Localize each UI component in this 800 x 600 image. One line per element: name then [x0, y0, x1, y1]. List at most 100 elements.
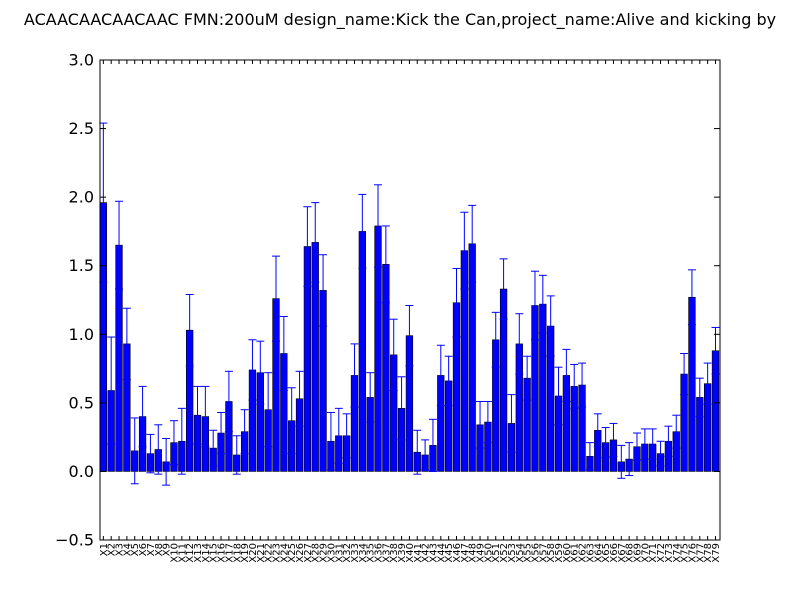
error-bar-X49: [476, 400, 485, 449]
y-tick-label: 2.0: [69, 188, 94, 207]
x-tick-label: X38: [389, 543, 400, 563]
plot-frame: [99, 59, 721, 541]
x-tick-label: X4: [122, 543, 133, 556]
error-bar-X52: [499, 258, 508, 320]
error-bar-X65: [601, 427, 610, 459]
bars-layer: [99, 202, 720, 472]
error-bar-X77: [695, 377, 704, 418]
x-tick-label: X37: [381, 543, 392, 563]
x-tick-label: X58: [546, 543, 557, 563]
y-tick-label: 3.0: [69, 51, 94, 70]
x-tick-label: X61: [570, 543, 581, 563]
error-bar-X36: [374, 184, 383, 268]
x-tick-label: X13: [193, 543, 204, 563]
x-tick-label: X74: [672, 543, 683, 563]
x-tick-label: X29: [319, 543, 330, 563]
error-bar-X26: [295, 370, 304, 427]
error-bar-X28: [311, 202, 320, 283]
error-bar-X31: [334, 407, 343, 464]
x-tick-label: X63: [585, 543, 596, 563]
x-tick-label: X75: [680, 543, 691, 563]
error-bar-X17: [224, 370, 233, 433]
x-tick-label: X48: [468, 543, 479, 563]
error-bar-X63: [585, 442, 594, 471]
x-tick-label: X35: [366, 543, 377, 563]
x-tick-label: X33: [350, 543, 361, 563]
error-bar-X20: [248, 339, 257, 401]
error-bar-X54: [515, 313, 524, 375]
x-tick-label: X2: [107, 543, 118, 556]
x-tick-label: X28: [311, 543, 322, 563]
error-bar-X10: [169, 420, 178, 466]
y-axis: −0.5 0.0 0.5 1.0 1.5 2.0 2.5 3.0: [55, 51, 720, 550]
error-bar-X70: [640, 428, 649, 460]
x-tick-label: X62: [578, 543, 589, 563]
y-tick-label: 1.5: [69, 256, 94, 275]
error-bar-X29: [319, 254, 328, 327]
x-tick-label: X19: [240, 543, 251, 563]
error-bar-X32: [342, 413, 351, 459]
error-bar-X75: [680, 352, 689, 396]
error-bar-X24: [279, 315, 288, 392]
error-bar-X73: [664, 425, 673, 457]
error-bar-X57: [538, 274, 547, 334]
x-tick-label: X11: [177, 543, 188, 563]
error-bar-X55: [523, 355, 532, 401]
error-bar-X69: [633, 432, 642, 461]
error-bar-X59: [554, 366, 563, 426]
x-tick-label: X66: [609, 543, 620, 563]
error-bar-X9: [162, 438, 171, 486]
error-bar-X64: [593, 413, 602, 448]
x-tick-label: X54: [515, 543, 526, 563]
x-tick-label: X49: [476, 543, 487, 563]
error-bar-X35: [366, 372, 375, 423]
x-tick-label: X18: [232, 543, 243, 563]
error-bar-X50: [483, 400, 492, 444]
error-bar-X3: [115, 200, 124, 290]
error-bar-X67: [617, 444, 626, 479]
error-bar-X76: [687, 269, 696, 326]
error-bar-X18: [232, 435, 241, 475]
x-tick-label: X42: [421, 543, 432, 563]
x-tick-label: X8: [154, 543, 165, 556]
x-tick-label: X45: [444, 543, 455, 563]
error-bar-X66: [609, 422, 618, 457]
error-bar-X79: [711, 326, 720, 375]
error-bar-X23: [271, 255, 280, 342]
error-bar-X27: [303, 206, 312, 287]
x-tick-label: X53: [507, 543, 518, 563]
x-tick-label: X73: [664, 543, 675, 563]
error-bar-X25: [287, 387, 296, 455]
error-bar-X42: [421, 439, 430, 471]
error-bar-X8: [154, 424, 163, 475]
error-bar-X46: [452, 267, 461, 338]
error-bar-X74: [672, 414, 681, 449]
x-tick-label: X50: [483, 543, 494, 563]
x-tick-label: X65: [601, 543, 612, 563]
error-bar-X6: [138, 385, 147, 448]
error-bar-X33: [350, 343, 359, 408]
x-tick-label: X30: [326, 543, 337, 563]
y-tick-label: 0.0: [69, 462, 94, 481]
error-bar-X21: [256, 340, 265, 405]
x-tick-label: X51: [491, 543, 502, 563]
error-bar-X7: [146, 433, 155, 474]
x-tick-label: X72: [656, 543, 667, 563]
x-tick-label: X21: [256, 543, 267, 563]
x-tick-label: X10: [169, 543, 180, 563]
x-tick-label: X15: [209, 543, 220, 563]
error-bar-X15: [209, 429, 218, 467]
x-tick-label: X16: [217, 543, 228, 563]
error-bar-X13: [193, 385, 202, 445]
x-tick-label: X17: [224, 543, 235, 563]
error-bar-X19: [240, 409, 249, 455]
error-bar-X40: [405, 304, 414, 367]
x-tick-label: X36: [374, 543, 385, 563]
error-bar-X44: [436, 344, 445, 407]
y-tick-label: 0.5: [69, 393, 94, 412]
x-tick-label: X76: [687, 543, 698, 563]
error-bar-X5: [130, 417, 139, 485]
x-tick-label: X25: [287, 543, 298, 563]
x-tick-label: X40: [405, 543, 416, 563]
x-tick-label: X43: [428, 543, 439, 563]
